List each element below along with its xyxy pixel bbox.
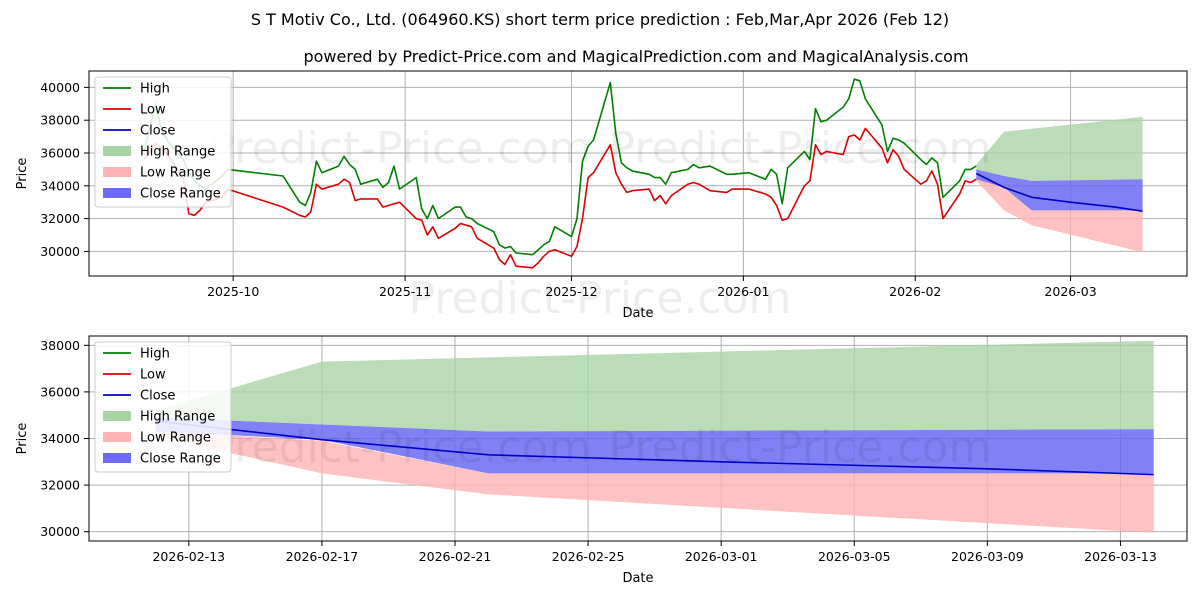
y-tick-label: 30000	[40, 244, 80, 259]
legend: High Low Close High Range Low Range Close Ran…	[94, 341, 232, 473]
x-tick-label: 2026-03-01	[685, 549, 758, 564]
legend-label-low-range: Low Range	[140, 166, 211, 181]
y-tick-label: 40000	[40, 80, 80, 95]
x-tick-label: 2025-11	[379, 284, 431, 299]
watermark-text: Predict-Price.com	[209, 422, 592, 473]
legend-label-low: Low	[140, 103, 166, 118]
axes-frame	[88, 70, 1188, 277]
close-range-band	[155, 417, 1154, 474]
plot-area	[143, 78, 1143, 269]
x-tick-label: 2025-10	[207, 284, 259, 299]
high-range-band	[976, 116, 1143, 181]
legend-label-close-range: Close Range	[140, 452, 221, 467]
low-range-legend-swatch	[103, 167, 131, 177]
high-line	[143, 78, 977, 256]
chart-subtitle: powered by Predict-Price.com and Magical…	[303, 47, 968, 66]
y-tick-label: 36000	[40, 146, 80, 161]
y-tick-label: 36000	[40, 384, 80, 399]
legend-label-low-range: Low Range	[140, 431, 211, 446]
high-range-band	[155, 340, 1154, 432]
x-tick-label: 2026-03-05	[818, 549, 891, 564]
low-range-legend-swatch	[103, 432, 131, 442]
x-tick-label: 2026-02-21	[419, 549, 492, 564]
x-tick-label: 2026-03-13	[1084, 549, 1157, 564]
history-panel: Predict-Price.com Predict-Price.com Predic…	[15, 70, 1188, 324]
legend-label-high: High	[140, 82, 170, 97]
chart-title: S T Motiv Co., Ltd. (064960.KS) short te…	[251, 10, 949, 29]
watermark-text: Predict-Price.com	[209, 123, 592, 174]
close-line	[975, 172, 1143, 212]
x-tick-label: 2026-02-17	[286, 549, 359, 564]
y-tick-label: 38000	[40, 113, 80, 128]
x-tick-label: 2026-02	[889, 284, 941, 299]
y-tick-label: 34000	[40, 431, 80, 446]
close-range-band	[976, 169, 1143, 211]
forecast-panel: Predict-Price.com Predict-Price.com 2026-0…	[15, 335, 1188, 586]
low-line	[143, 127, 977, 269]
y-tick-label: 30000	[40, 524, 80, 539]
legend-label-close-range: Close Range	[140, 187, 221, 202]
x-tick-label: 2025-12	[545, 284, 597, 299]
y-tick-label: 32000	[40, 211, 80, 226]
x-axis-label: Date	[622, 571, 653, 586]
high-range-legend-swatch	[103, 146, 131, 156]
high-range-legend-swatch	[103, 411, 131, 421]
x-axis-label: Date	[622, 306, 653, 321]
watermark-text: Predict-Price.com	[409, 273, 792, 324]
x-tick-label: 2026-02-25	[552, 549, 625, 564]
legend-label-high-range: High Range	[140, 145, 215, 160]
plot-area	[155, 340, 1154, 533]
legend-label-low: Low	[140, 368, 166, 383]
legend-label-close: Close	[140, 124, 175, 139]
x-tick-label: 2026-02-13	[152, 549, 225, 564]
y-axis-label: Price	[15, 423, 30, 455]
y-axis-label: Price	[15, 158, 30, 190]
x-tick-label: 2026-03-09	[951, 549, 1024, 564]
x-tick-label: 2026-03	[1044, 284, 1096, 299]
watermark-text: Predict-Price.com	[609, 123, 992, 174]
close-line	[155, 420, 1154, 476]
legend-label-high-range: High Range	[140, 410, 215, 425]
y-tick-label: 34000	[40, 178, 80, 193]
legend-label-high: High	[140, 347, 170, 362]
legend: High Low Close High Range Low Range Close Ran…	[94, 76, 232, 208]
legend-label-close: Close	[140, 389, 175, 404]
watermark-text: Predict-Price.com	[609, 422, 992, 473]
y-tick-label: 32000	[40, 478, 80, 493]
x-tick-label: 2026-01	[717, 284, 769, 299]
close-range-legend-swatch	[103, 188, 131, 198]
low-range-band	[155, 431, 1154, 533]
close-range-legend-swatch	[103, 453, 131, 463]
low-range-band	[976, 177, 1143, 253]
y-tick-label: 38000	[40, 338, 80, 353]
